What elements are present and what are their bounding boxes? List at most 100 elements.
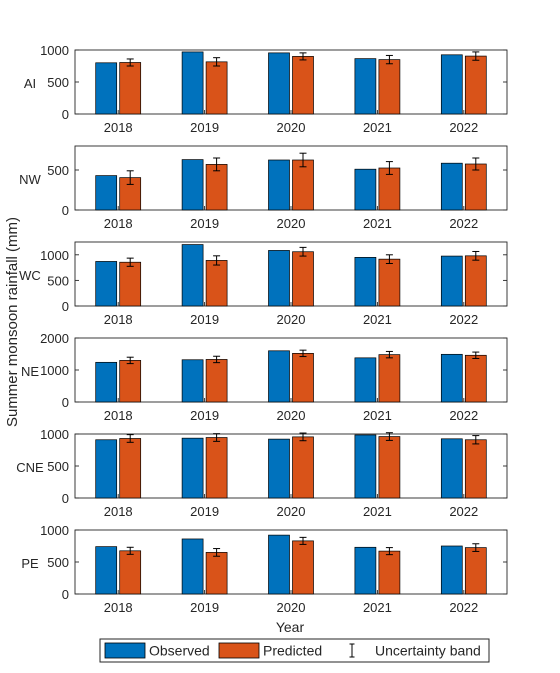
x-tick-label: 2020 — [277, 120, 306, 135]
legend-errorbar-icon — [349, 643, 355, 658]
region-label: WC — [19, 268, 41, 283]
bar-observed — [268, 159, 290, 211]
bar-predicted — [205, 552, 228, 595]
y-tick-label: 1000 — [40, 363, 69, 378]
bar-predicted — [464, 163, 487, 211]
y-tick-label: 500 — [47, 459, 69, 474]
region-label: PE — [21, 556, 39, 571]
x-tick-label: 2022 — [449, 312, 478, 327]
panel-ne: 0 1000 2000 NE 2018 2019 2020 2021 2022 — [21, 331, 508, 423]
bar-observed — [440, 255, 463, 307]
bar-predicted — [205, 61, 228, 115]
bar-predicted — [205, 437, 228, 499]
bar-observed — [354, 257, 377, 307]
bar-observed — [181, 159, 204, 211]
bar-observed — [268, 534, 290, 595]
bar-predicted — [292, 436, 314, 499]
y-tick-label: 0 — [62, 491, 69, 506]
y-tick-label: 500 — [47, 555, 69, 570]
bar-observed — [181, 244, 204, 307]
bar-predicted — [292, 353, 314, 403]
bar-observed — [354, 357, 377, 403]
bar-observed — [354, 546, 377, 595]
x-tick-label: 2019 — [190, 216, 219, 231]
x-tick-label: 2020 — [277, 216, 306, 231]
x-tick-label: 2018 — [104, 216, 133, 231]
x-tick-label: 2018 — [104, 408, 133, 423]
y-tick-label: 1000 — [40, 427, 69, 442]
y-tick-label: 500 — [47, 273, 69, 288]
x-tick-label: 2020 — [277, 408, 306, 423]
y-tick-label: 1000 — [40, 43, 69, 58]
panel-nw: 0 500 NW 2018 2019 2020 2021 2022 — [19, 145, 508, 231]
x-tick-label: 2020 — [277, 600, 306, 615]
bar-predicted — [378, 436, 401, 499]
region-label: AI — [24, 76, 36, 91]
bar-predicted — [205, 359, 228, 403]
x-tick-label: 2022 — [449, 216, 478, 231]
y-tick-label: 0 — [62, 395, 69, 410]
panel-cne: 0 500 1000 CNE 2018 2019 2020 2021 2022 — [16, 427, 508, 519]
bar-predicted — [119, 438, 142, 499]
bar-observed — [268, 438, 290, 499]
x-tick-label: 2018 — [104, 312, 133, 327]
bar-predicted — [292, 251, 314, 307]
bar-predicted — [119, 62, 142, 115]
bar-predicted — [378, 59, 401, 115]
y-tick-label: 0 — [62, 203, 69, 218]
bar-predicted — [119, 261, 142, 307]
y-tick-label: 1000 — [40, 248, 69, 263]
bar-observed — [95, 439, 118, 499]
x-tick-label: 2020 — [277, 504, 306, 519]
x-axis-label: Year — [276, 619, 305, 635]
bar-observed — [181, 359, 204, 403]
bar-predicted — [119, 550, 142, 595]
legend-label-predicted: Predicted — [263, 643, 322, 659]
legend-swatch-observed — [104, 642, 146, 659]
bar-observed — [440, 545, 463, 595]
bar-observed — [440, 353, 463, 403]
bar-observed — [181, 51, 204, 115]
bar-observed — [440, 162, 463, 211]
legend-label-uncertainty: Uncertainty band — [375, 643, 481, 659]
x-tick-label: 2022 — [449, 600, 478, 615]
region-label: CNE — [16, 460, 44, 475]
y-tick-label: 0 — [62, 299, 69, 314]
bar-observed — [440, 438, 463, 499]
panel-wc: 0 500 1000 WC 2018 2019 2020 2021 2022 — [19, 241, 508, 327]
x-tick-label: 2018 — [104, 120, 133, 135]
y-tick-label: 500 — [47, 163, 69, 178]
legend: Observed Predicted Uncertainty band — [99, 638, 490, 663]
bar-observed — [181, 437, 204, 499]
bar-predicted — [378, 550, 401, 595]
bar-predicted — [464, 255, 487, 307]
y-tick-label: 500 — [47, 75, 69, 90]
bar-predicted — [292, 540, 314, 595]
region-label: NW — [19, 172, 41, 187]
bar-predicted — [464, 439, 487, 499]
x-tick-label: 2022 — [449, 120, 478, 135]
x-tick-label: 2022 — [449, 408, 478, 423]
bar-observed — [354, 434, 377, 499]
bar-predicted — [205, 260, 228, 307]
panels-layer: 0 500 1000 AI 2018 2019 2020 2021 2022 0 500 NW 2018… — [16, 43, 508, 615]
x-tick-label: 2019 — [190, 504, 219, 519]
legend-label-observed: Observed — [149, 643, 210, 659]
bar-predicted — [464, 354, 487, 403]
x-tick-label: 2018 — [104, 600, 133, 615]
y-tick-label: 0 — [62, 107, 69, 122]
bar-predicted — [464, 55, 487, 115]
bar-observed — [95, 261, 118, 307]
bar-predicted — [292, 56, 314, 115]
bar-predicted — [119, 360, 142, 403]
bar-observed — [181, 538, 204, 595]
y-tick-label: 2000 — [40, 331, 69, 346]
bar-observed — [354, 58, 377, 115]
bar-predicted — [378, 354, 401, 403]
bar-observed — [354, 168, 377, 211]
y-tick-label: 1000 — [40, 523, 69, 538]
bar-observed — [95, 546, 118, 595]
bar-observed — [268, 250, 290, 307]
y-tick-label: 0 — [62, 587, 69, 602]
x-tick-label: 2021 — [363, 312, 392, 327]
